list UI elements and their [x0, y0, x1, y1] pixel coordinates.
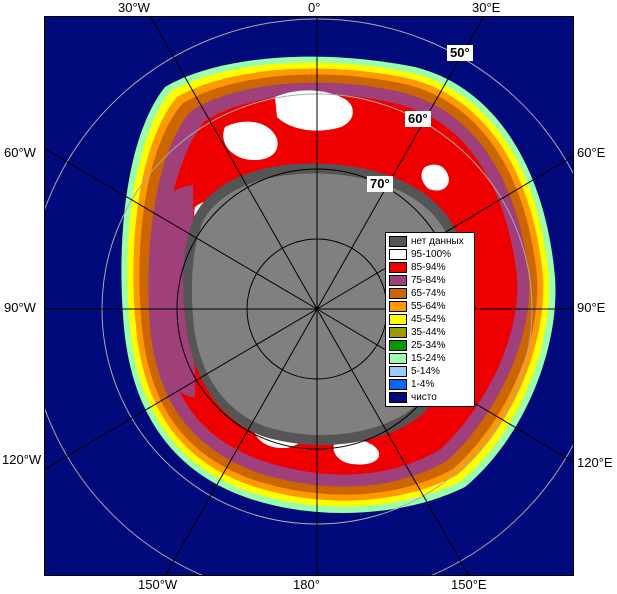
- legend-label: 25-34%: [411, 340, 446, 351]
- lon-label-90w: 90°W: [4, 300, 36, 315]
- legend-label: 85-94%: [411, 262, 446, 273]
- legend-item: чисто: [389, 391, 471, 404]
- lon-label-150e: 150°E: [451, 577, 487, 592]
- legend-item: 45-54%: [389, 313, 471, 326]
- legend-label: 95-100%: [411, 249, 452, 260]
- lat-label-60: 60°: [405, 111, 431, 127]
- legend-swatch: [389, 236, 407, 247]
- legend-label: 1-4%: [411, 379, 435, 390]
- legend-label: 55-64%: [411, 301, 446, 312]
- legend-swatch: [389, 379, 407, 390]
- legend-swatch: [389, 366, 407, 377]
- lon-label-0: 0°: [308, 0, 321, 15]
- sea-ice-map: 50° 60° 70° нет данных 95-100% 85-94% 75-84…: [44, 16, 574, 576]
- legend-label: нет данных: [411, 236, 464, 247]
- legend-item: 85-94%: [389, 261, 471, 274]
- legend-swatch: [389, 353, 407, 364]
- legend-item: 15-24%: [389, 352, 471, 365]
- ice-patch-95-100-east: [421, 164, 449, 191]
- legend-label: 5-14%: [411, 366, 440, 377]
- legend-item: 95-100%: [389, 248, 471, 261]
- lon-label-30w: 30°W: [118, 0, 150, 15]
- legend-item: 55-64%: [389, 300, 471, 313]
- legend-item: 35-44%: [389, 326, 471, 339]
- legend-label: 75-84%: [411, 275, 446, 286]
- legend-item: 1-4%: [389, 378, 471, 391]
- legend-item: 5-14%: [389, 365, 471, 378]
- ice-patch-95-100-weddell-2: [223, 121, 278, 161]
- lon-label-60w: 60°W: [4, 145, 36, 160]
- lon-label-150w: 150°W: [138, 577, 178, 592]
- legend-label: 45-54%: [411, 314, 446, 325]
- legend-swatch: [389, 301, 407, 312]
- legend-label: чисто: [411, 392, 437, 403]
- legend-item: 25-34%: [389, 339, 471, 352]
- lon-label-180: 180°: [293, 577, 320, 592]
- legend-swatch: [389, 314, 407, 325]
- map-canvas: [45, 17, 573, 575]
- legend-swatch: [389, 327, 407, 338]
- legend-swatch: [389, 340, 407, 351]
- legend-item: нет данных: [389, 235, 471, 248]
- legend-label: 35-44%: [411, 327, 446, 338]
- legend-swatch: [389, 249, 407, 260]
- legend-item: 75-84%: [389, 274, 471, 287]
- map-legend: нет данных 95-100% 85-94% 75-84% 65-74% 55-64…: [385, 232, 475, 407]
- legend-swatch: [389, 288, 407, 299]
- lon-label-90e: 90°E: [577, 300, 606, 315]
- legend-swatch: [389, 275, 407, 286]
- lat-label-50: 50°: [447, 45, 473, 61]
- lat-label-70: 70°: [367, 176, 393, 192]
- lon-label-120w: 120°W: [2, 452, 42, 467]
- lon-label-60e: 60°E: [577, 145, 606, 160]
- legend-swatch: [389, 392, 407, 403]
- lon-label-30e: 30°E: [472, 0, 501, 15]
- lon-label-120e: 120°E: [577, 455, 613, 470]
- legend-swatch: [389, 262, 407, 273]
- legend-label: 65-74%: [411, 288, 446, 299]
- ice-band-75-84-inner: [157, 185, 195, 397]
- ice-patch-95-100-weddell-1: [275, 90, 353, 131]
- legend-item: 65-74%: [389, 287, 471, 300]
- legend-label: 15-24%: [411, 353, 446, 364]
